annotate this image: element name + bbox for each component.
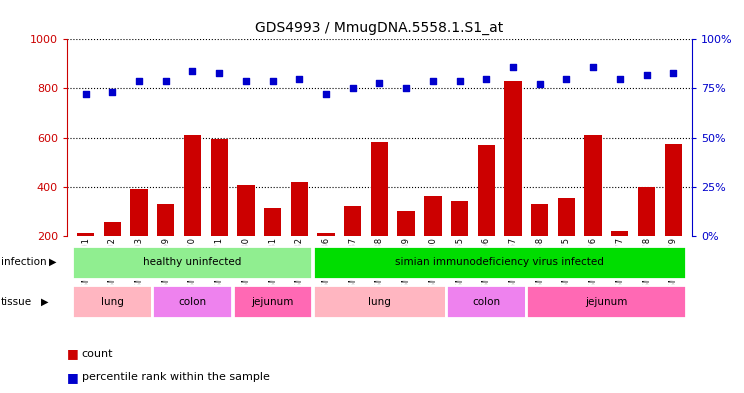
Bar — [531, 204, 548, 285]
Text: ▶: ▶ — [41, 297, 48, 307]
Point — [667, 70, 679, 76]
Point — [481, 75, 493, 82]
Point — [400, 85, 412, 92]
Bar — [478, 145, 495, 285]
Bar — [318, 233, 335, 285]
Text: simian immunodeficiency virus infected: simian immunodeficiency virus infected — [395, 257, 604, 267]
Text: colon: colon — [179, 297, 207, 307]
Bar — [446, 285, 526, 318]
Text: colon: colon — [472, 297, 500, 307]
Bar — [526, 285, 686, 318]
Point — [266, 77, 278, 84]
Point — [560, 75, 572, 82]
Bar — [558, 198, 575, 285]
Bar — [77, 233, 94, 285]
Bar — [638, 187, 655, 285]
Point — [160, 77, 172, 84]
Point — [187, 68, 199, 74]
Bar — [184, 135, 201, 285]
Bar — [72, 246, 312, 279]
Bar — [130, 189, 148, 285]
Bar — [397, 211, 415, 285]
Point — [80, 91, 92, 97]
Bar — [611, 231, 629, 285]
Bar — [211, 139, 228, 285]
Point — [507, 64, 519, 70]
Text: jejunum: jejunum — [251, 297, 294, 307]
Text: infection: infection — [1, 257, 46, 267]
Bar — [344, 206, 362, 285]
Point — [587, 64, 599, 70]
Point — [293, 75, 305, 82]
Text: tissue: tissue — [1, 297, 32, 307]
Bar — [233, 285, 312, 318]
Text: lung: lung — [368, 297, 391, 307]
Text: ■: ■ — [67, 347, 79, 360]
Bar — [312, 285, 446, 318]
Point — [106, 89, 118, 95]
Bar — [451, 201, 468, 285]
Point — [240, 77, 252, 84]
Text: lung: lung — [101, 297, 124, 307]
Point — [214, 70, 225, 76]
Text: count: count — [82, 349, 113, 359]
Point — [320, 91, 332, 97]
Bar — [424, 196, 441, 285]
Bar — [153, 285, 232, 318]
Point — [641, 72, 652, 78]
Point — [133, 77, 145, 84]
Text: percentile rank within the sample: percentile rank within the sample — [82, 372, 270, 382]
Point — [373, 79, 385, 86]
Bar — [585, 135, 602, 285]
Bar — [103, 222, 121, 285]
Text: ▶: ▶ — [49, 257, 57, 267]
Bar — [237, 185, 254, 285]
Text: jejunum: jejunum — [586, 297, 628, 307]
Bar — [157, 204, 174, 285]
Text: healthy uninfected: healthy uninfected — [144, 257, 242, 267]
Bar — [312, 246, 686, 279]
Bar — [371, 142, 388, 285]
Bar — [504, 81, 522, 285]
Text: ■: ■ — [67, 371, 79, 384]
Point — [427, 77, 439, 84]
Title: GDS4993 / MmugDNA.5558.1.S1_at: GDS4993 / MmugDNA.5558.1.S1_at — [255, 22, 504, 35]
Point — [533, 81, 545, 88]
Bar — [291, 182, 308, 285]
Bar — [264, 208, 281, 285]
Point — [347, 85, 359, 92]
Point — [454, 77, 466, 84]
Bar — [72, 285, 153, 318]
Bar — [664, 144, 682, 285]
Point — [614, 75, 626, 82]
